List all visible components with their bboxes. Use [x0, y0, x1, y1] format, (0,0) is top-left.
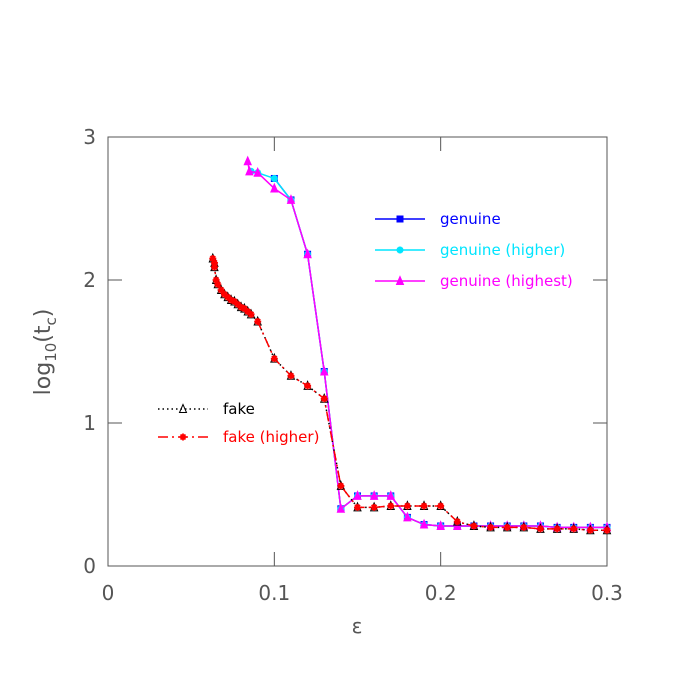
data-point — [245, 165, 254, 176]
data-point — [243, 155, 252, 166]
data-point — [487, 523, 495, 531]
x-tick-label: 0.1 — [258, 581, 290, 605]
y-tick-label: 2 — [83, 268, 96, 292]
y-tick-label: 3 — [83, 125, 96, 149]
data-point — [270, 182, 279, 193]
data-point — [286, 194, 296, 204]
data-point — [237, 303, 245, 311]
data-point — [387, 502, 395, 510]
data-point — [370, 503, 378, 511]
legend-marker — [396, 215, 404, 223]
data-point — [337, 482, 345, 490]
data-point — [254, 317, 262, 325]
data-point — [503, 523, 511, 531]
data-point — [403, 502, 411, 510]
data-point — [303, 248, 312, 259]
data-point — [287, 372, 295, 380]
data-point — [209, 255, 217, 263]
series-line — [212, 258, 607, 531]
data-point — [270, 174, 278, 183]
data-point — [419, 518, 429, 529]
data-point — [436, 520, 445, 530]
y-label-part: ) — [31, 309, 56, 318]
data-point — [253, 167, 262, 177]
data-point — [470, 522, 478, 530]
y-tick-label: 0 — [83, 554, 96, 578]
data-point — [240, 305, 248, 313]
data-point — [230, 297, 238, 305]
y-axis-label: log10(tc) — [31, 309, 60, 396]
legend-label: genuine (higher) — [440, 241, 565, 259]
legend-label: fake (higher) — [223, 428, 319, 446]
y-label-part: log — [31, 362, 56, 396]
x-tick-label: 0 — [102, 581, 115, 605]
y-label-part: 10 — [42, 343, 60, 362]
data-point — [224, 293, 232, 301]
data-point — [586, 526, 594, 534]
series-line — [246, 161, 607, 529]
data-point — [369, 490, 379, 500]
legend-label: genuine — [440, 210, 501, 228]
data-point — [453, 518, 461, 526]
data-point — [210, 259, 218, 267]
data-point — [520, 523, 528, 531]
data-point — [437, 502, 445, 510]
data-point — [212, 276, 220, 284]
y-label-part: c — [42, 317, 60, 325]
data-point — [217, 286, 225, 294]
legend-marker — [396, 246, 404, 254]
legend-label: fake — [223, 400, 255, 418]
data-point — [304, 382, 312, 390]
data-point — [603, 526, 611, 534]
series-line — [250, 170, 607, 529]
legend-marker — [178, 403, 188, 413]
legend-marker — [179, 433, 187, 441]
data-point — [320, 395, 328, 403]
legend-marker — [395, 275, 405, 285]
x-axis-label: ε — [352, 614, 363, 638]
data-point — [420, 502, 428, 510]
data-point — [220, 290, 228, 298]
data-point — [354, 503, 361, 511]
x-tick-label: 0.2 — [425, 581, 457, 605]
y-tick-label: 1 — [83, 411, 96, 435]
data-point — [214, 280, 222, 288]
y-label-part: (t — [31, 325, 56, 343]
data-point — [234, 300, 242, 308]
series-line — [212, 258, 607, 531]
data-point — [270, 355, 278, 363]
data-point — [247, 310, 255, 318]
legend-label: genuine (highest) — [440, 272, 573, 290]
data-point — [319, 365, 329, 376]
data-point — [536, 525, 544, 533]
series-line — [273, 178, 607, 529]
plot-frame — [107, 136, 608, 567]
x-tick-label: 0.3 — [591, 581, 623, 605]
data-point — [353, 490, 362, 500]
data-point — [336, 503, 346, 513]
data-point — [403, 511, 412, 522]
data-point — [227, 296, 235, 304]
data-point — [244, 307, 252, 315]
data-point — [553, 525, 561, 533]
data-point — [386, 490, 396, 500]
data-point — [210, 263, 218, 271]
data-point — [570, 525, 578, 533]
